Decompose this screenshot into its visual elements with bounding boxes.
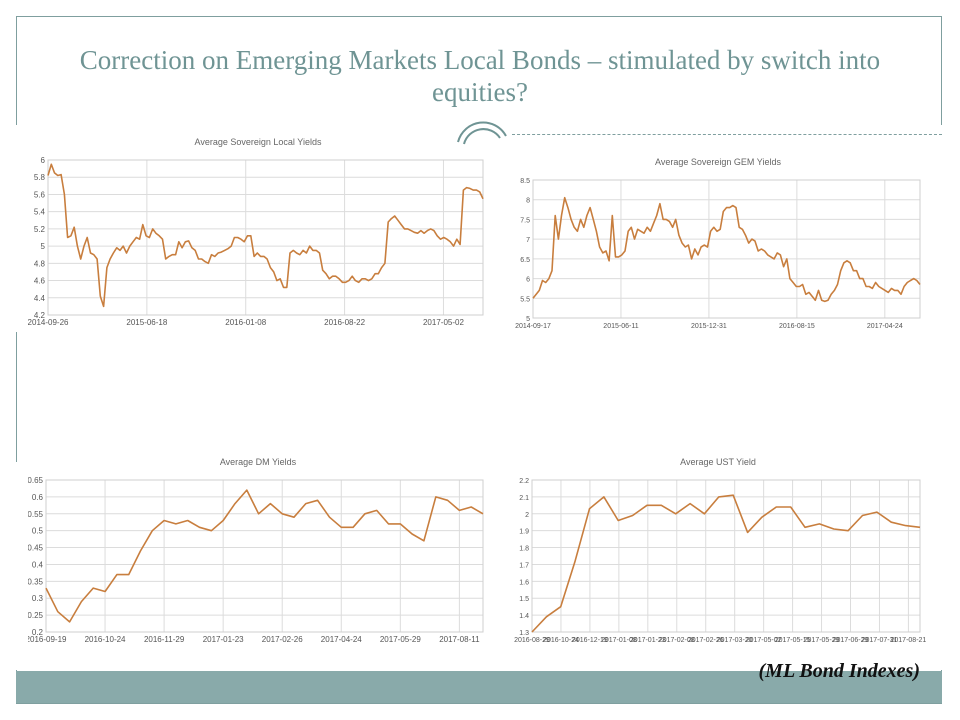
chart-ust-yield: Average UST Yield 1.3 1.4 1.5 1.6 1.7 1.8 1.9 2 2…: [514, 457, 927, 644]
y-tick-label: 2.1: [519, 495, 529, 502]
source-footnote: (ML Bond Indexes): [758, 660, 920, 682]
y-tick-label: 1.9: [519, 529, 529, 536]
x-tick-label: 2016-08-22: [324, 318, 365, 327]
y-tick-label: 0.2: [32, 628, 44, 637]
y-tick-label: 5.8: [34, 173, 46, 182]
x-tick-label: 2016-01-08: [225, 318, 266, 327]
y-tick-label: 5.4: [34, 208, 46, 217]
x-tick-label: 2017-08-11: [439, 635, 480, 644]
plot-area: [532, 179, 921, 319]
y-tick-label: 5: [526, 316, 530, 323]
y-tick-label: 0.55: [28, 510, 44, 519]
y-tick-label: 1.5: [519, 596, 529, 603]
y-tick-label: 1.4: [519, 613, 529, 620]
y-tick-label: 0.4: [32, 560, 44, 569]
y-tick-label: 0.45: [28, 544, 44, 553]
x-tick-label: 2016-08-29: [514, 637, 550, 644]
x-tick-label: 2017-05-29: [804, 637, 840, 644]
y-tick-label: 5.5: [520, 296, 530, 303]
y-tick-label: 4.2: [34, 311, 46, 320]
plot-area: [531, 479, 921, 633]
x-tick-label: 2017-06-29: [833, 637, 869, 644]
chart-title: Average Sovereign Local Yields: [195, 137, 322, 147]
y-tick-label: 5.2: [34, 225, 46, 234]
x-tick-label: 2017-02-26: [262, 635, 303, 644]
chart-title: Average Sovereign GEM Yields: [655, 157, 781, 167]
series-line: [47, 163, 484, 308]
y-tick-label: 8.5: [520, 178, 530, 185]
y-tick-label: 2.2: [519, 478, 529, 485]
chart-dm-yields: Average DM Yields 0.2 0.25 0.3 0.35 0.4 0.45 0.…: [28, 457, 484, 644]
y-tick-label: 5: [41, 242, 46, 251]
chart-title: Average DM Yields: [220, 457, 297, 467]
x-tick-label: 2017-08-21: [891, 637, 927, 644]
x-tick-label: 2017-07-31: [862, 637, 898, 644]
chart-sovereign-local-yields: Average Sovereign Local Yields 4.2 4.4 4.6 4…: [28, 137, 484, 327]
x-tick-label: 2015-06-11: [603, 323, 638, 330]
series-line: [531, 494, 921, 633]
chart-title: Average UST Yield: [680, 457, 756, 467]
x-tick-label: 2017-05-02: [423, 318, 464, 327]
slide-title: Correction on Emerging Markets Local Bon…: [79, 45, 881, 107]
y-tick-label: 6.5: [520, 257, 530, 264]
x-tick-label: 2016-08-15: [779, 323, 815, 330]
title-separator: [512, 134, 942, 135]
x-tick-label: 2017-01-23: [630, 637, 666, 644]
y-tick-label: 6: [526, 277, 530, 284]
y-tick-label: 4.4: [34, 294, 46, 303]
y-tick-label: 0.5: [32, 527, 44, 536]
plot-area: [47, 159, 484, 316]
x-tick-label: 2017-03-20: [717, 637, 753, 644]
y-tick-label: 1.6: [519, 579, 529, 586]
y-tick-label: 5.6: [34, 190, 46, 199]
y-tick-label: 4.8: [34, 259, 46, 268]
y-tick-label: 0.3: [32, 594, 44, 603]
plot-area: [45, 479, 484, 633]
x-tick-label: 2016-10-24: [543, 637, 579, 644]
x-tick-label: 2014-09-17: [515, 323, 551, 330]
x-tick-label: 2017-04-24: [867, 323, 903, 330]
x-tick-label: 2017-05-02: [746, 637, 782, 644]
series-line: [532, 196, 921, 303]
x-tick-label: 2017-01-23: [203, 635, 244, 644]
y-tick-label: 4.6: [34, 277, 46, 286]
x-tick-label: 2016-11-29: [144, 635, 185, 644]
x-tick-label: 2016-10-24: [85, 635, 126, 644]
x-tick-label: 2016-09-19: [28, 635, 67, 644]
x-tick-label: 2015-06-18: [126, 318, 167, 327]
y-tick-label: 7: [526, 237, 530, 244]
content-area: [16, 125, 942, 670]
y-tick-label: 0.25: [28, 611, 44, 620]
x-tick-label: 2017-01-08: [601, 637, 637, 644]
y-tick-label: 2: [525, 512, 529, 519]
x-tick-label: 2017-05-15: [775, 637, 811, 644]
y-tick-label: 6: [41, 156, 46, 165]
y-tick-label: 0.65: [28, 476, 44, 485]
x-tick-label: 2016-12-19: [572, 637, 608, 644]
frame-stub: [16, 332, 17, 462]
y-tick-label: 0.6: [32, 493, 44, 502]
y-tick-label: 1.8: [519, 546, 529, 553]
y-tick-label: 1.7: [519, 562, 529, 569]
x-tick-label: 2015-12-31: [691, 323, 727, 330]
series-line: [45, 489, 484, 623]
footer-band: [16, 671, 942, 703]
x-tick-label: 2017-04-24: [321, 635, 362, 644]
y-tick-label: 8: [526, 198, 530, 205]
chart-sovereign-gem-yields: Average Sovereign GEM Yields 5 5.5 6 6.5 7 7.5…: [515, 157, 921, 330]
x-tick-label: 2014-09-26: [28, 318, 69, 327]
x-tick-label: 2017-02-08: [659, 637, 695, 644]
x-tick-label: 2017-02-26: [688, 637, 724, 644]
y-tick-label: 1.3: [519, 630, 529, 637]
y-tick-label: 0.35: [28, 577, 44, 586]
x-tick-label: 2017-05-29: [380, 635, 421, 644]
y-tick-label: 7.5: [520, 217, 530, 224]
title-ornament: [457, 121, 507, 145]
